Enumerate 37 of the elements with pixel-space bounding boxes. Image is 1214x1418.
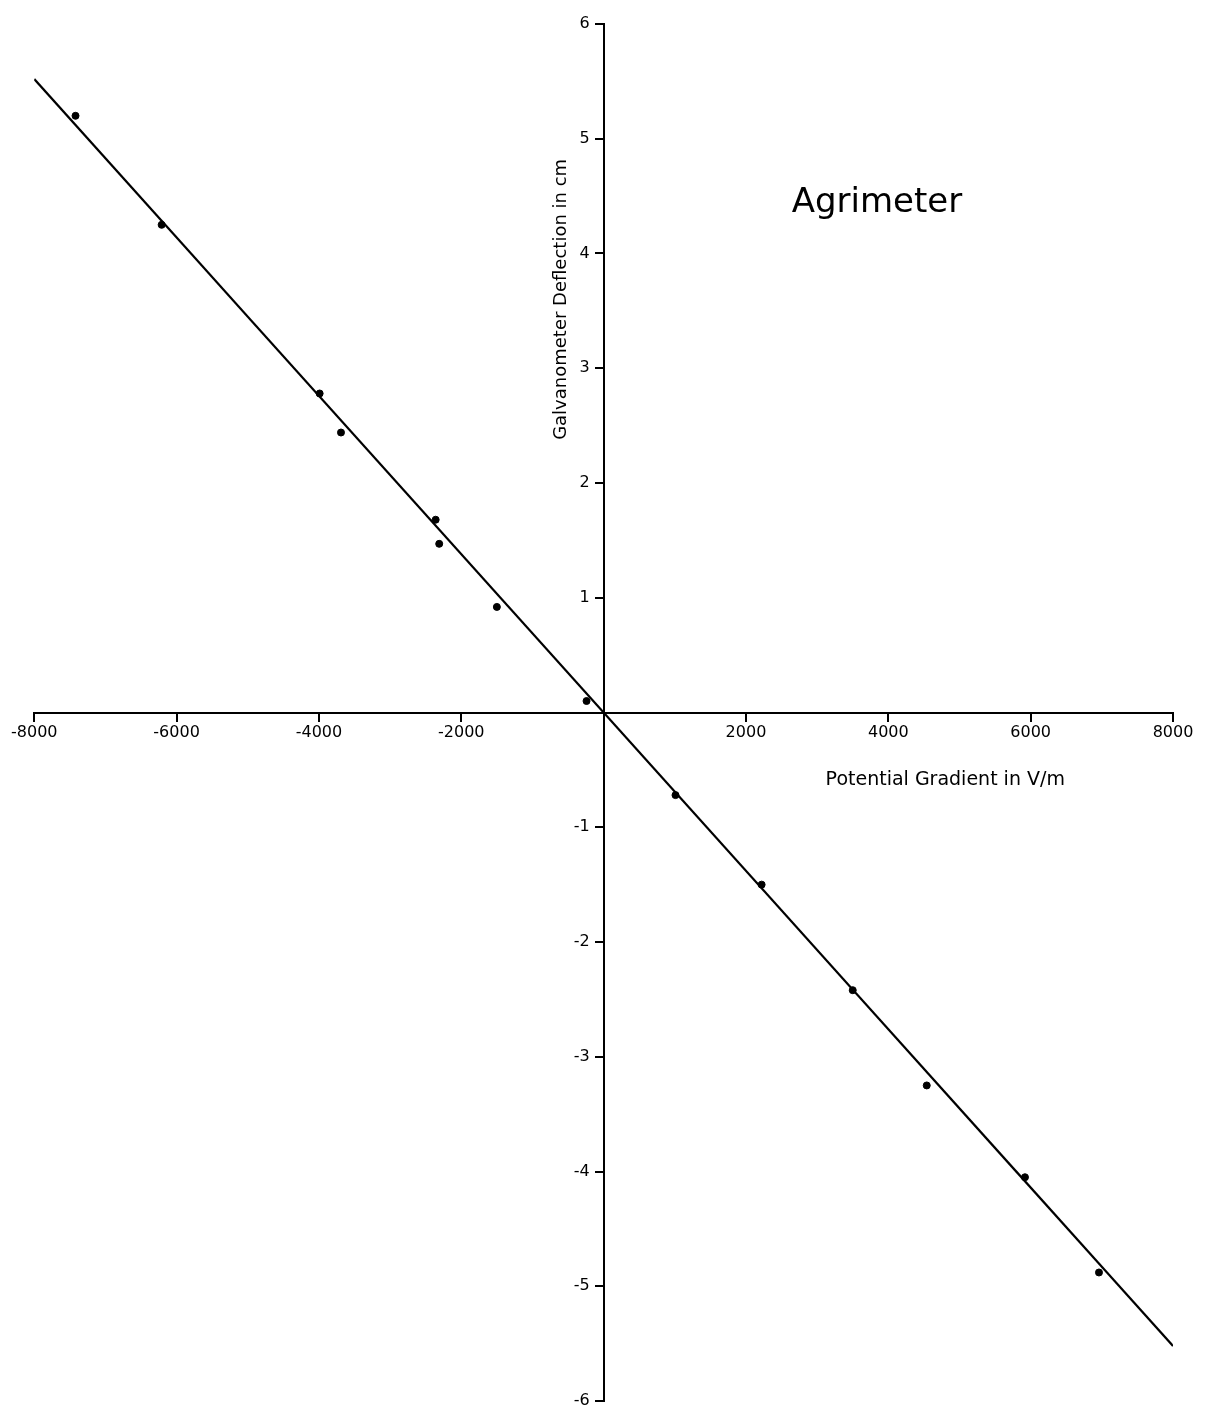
text: Agrimeter	[791, 179, 963, 220]
x-tick-label: -2000	[438, 722, 485, 742]
x-tick-label: 2000	[725, 722, 767, 742]
x-axis-title: Potential Gradient in V/m	[825, 767, 1065, 790]
point	[671, 791, 680, 800]
y-tick-label: -4	[573, 1160, 590, 1180]
point	[315, 389, 324, 398]
x-tick-label: 4000	[867, 722, 909, 742]
point	[757, 880, 766, 889]
point	[157, 220, 166, 229]
point	[431, 515, 440, 524]
y-tick-label: 3	[579, 357, 590, 377]
y-tick-label: 2	[579, 472, 590, 492]
point	[848, 986, 857, 995]
y-tick-label: -2	[573, 931, 590, 951]
point	[922, 1081, 931, 1090]
y-tick-label: 1	[579, 586, 590, 606]
x-tick-label: -4000	[295, 722, 343, 742]
point	[582, 697, 591, 706]
point	[337, 428, 345, 437]
y-tick-label: -5	[573, 1275, 590, 1295]
y-tick-label: 6	[579, 13, 590, 33]
point	[1094, 1268, 1103, 1277]
y-axis-title: Galvanometer Deflection in cm	[549, 158, 571, 440]
point	[492, 602, 501, 611]
y-tick-label: -1	[573, 816, 590, 836]
point	[1020, 1173, 1029, 1182]
y-tick-label: 5	[579, 127, 590, 147]
x-tick-label: 6000	[1010, 722, 1052, 742]
x-tick-label: -6000	[153, 722, 200, 742]
x-tick-label: 8000	[1152, 722, 1194, 742]
y-tick-label: -6	[573, 1390, 590, 1410]
x-tick-label: -8000	[11, 722, 58, 742]
y-tick-label: 4	[579, 242, 590, 262]
y-tick-label: -3	[573, 1045, 590, 1065]
point	[435, 539, 444, 548]
point	[71, 111, 80, 120]
